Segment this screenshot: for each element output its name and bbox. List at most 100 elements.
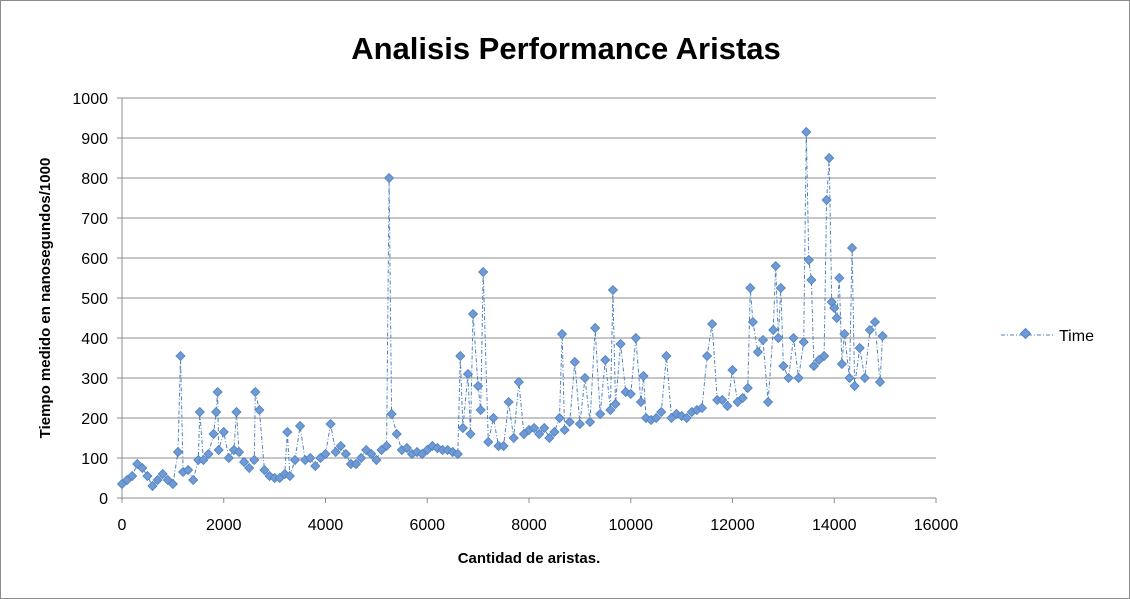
data-point xyxy=(717,394,728,406)
data-point xyxy=(539,422,550,434)
data-point xyxy=(818,350,830,362)
data-point xyxy=(554,412,565,424)
data-point xyxy=(615,338,626,350)
data-point xyxy=(478,266,489,278)
data-point xyxy=(836,358,847,370)
data-point xyxy=(656,406,667,418)
y-tick-label: 900 xyxy=(81,131,108,148)
data-point xyxy=(467,308,479,320)
data-point xyxy=(793,372,804,384)
data-point xyxy=(722,400,733,412)
data-point xyxy=(340,448,351,460)
data-point xyxy=(595,408,606,420)
data-point xyxy=(584,416,596,428)
data-point xyxy=(330,446,341,458)
data-point xyxy=(834,272,845,284)
data-point xyxy=(829,302,840,314)
data-point xyxy=(137,462,148,474)
data-point xyxy=(289,454,301,466)
data-point xyxy=(213,444,224,456)
data-point xyxy=(579,372,591,384)
data-point xyxy=(770,260,781,272)
data-point xyxy=(172,446,184,458)
data-point xyxy=(462,368,474,380)
data-point xyxy=(808,360,819,372)
y-tick-label: 100 xyxy=(81,451,108,468)
data-point xyxy=(859,372,870,384)
data-point xyxy=(610,398,621,410)
legend-label-time: Time xyxy=(1059,328,1094,345)
data-point xyxy=(371,454,382,466)
data-point xyxy=(869,316,881,328)
data-point xyxy=(630,332,641,344)
data-point xyxy=(752,346,764,358)
data-point xyxy=(305,452,316,464)
data-point xyxy=(249,454,260,466)
data-point xyxy=(569,356,580,368)
data-point xyxy=(737,392,748,404)
x-tick-label: 0 xyxy=(118,517,127,534)
y-tick-label: 800 xyxy=(81,171,108,188)
data-point xyxy=(821,194,832,206)
data-point xyxy=(803,254,814,266)
data-point xyxy=(742,382,753,394)
data-point xyxy=(498,440,509,452)
data-point xyxy=(788,332,799,344)
data-point xyxy=(231,406,242,418)
data-point xyxy=(401,442,412,454)
data-point xyxy=(475,404,486,416)
x-tick-label: 16000 xyxy=(914,517,959,534)
data-point xyxy=(233,446,245,458)
data-point xyxy=(457,422,468,434)
data-point xyxy=(282,426,293,438)
data-point xyxy=(564,416,575,428)
y-axis-title: Tiempo medido en nanosegundos/1000 xyxy=(37,158,54,439)
data-point xyxy=(590,322,601,334)
x-axis-title: Cantidad de aristas. xyxy=(458,550,601,567)
data-point xyxy=(806,274,817,286)
data-point xyxy=(183,464,194,476)
y-tick-label: 700 xyxy=(81,211,108,228)
data-point xyxy=(846,242,858,254)
series-time xyxy=(116,126,888,492)
x-tick-label: 12000 xyxy=(710,517,755,534)
y-tick-label: 200 xyxy=(81,411,108,428)
data-point xyxy=(284,470,295,482)
data-point xyxy=(696,402,708,414)
data-point xyxy=(508,432,519,444)
data-point xyxy=(874,376,886,388)
data-point xyxy=(768,324,779,336)
data-point xyxy=(877,330,888,342)
data-point xyxy=(254,404,265,416)
data-point xyxy=(854,342,865,354)
legend-marker xyxy=(1019,327,1032,340)
data-point xyxy=(775,282,786,294)
y-tick-label: 400 xyxy=(81,331,108,348)
data-point xyxy=(707,318,718,330)
x-tick-label: 10000 xyxy=(609,517,654,534)
data-point xyxy=(625,388,636,400)
data-point xyxy=(175,350,186,362)
data-point xyxy=(483,436,494,448)
data-point xyxy=(605,404,616,416)
x-tick-label: 4000 xyxy=(308,517,344,534)
data-point xyxy=(320,448,331,460)
data-point xyxy=(391,428,402,440)
data-point xyxy=(638,370,649,382)
data-point xyxy=(783,372,794,384)
data-point xyxy=(250,386,261,398)
series-line xyxy=(121,131,884,487)
data-point xyxy=(600,354,611,366)
data-point xyxy=(849,380,860,392)
data-point xyxy=(152,474,163,486)
data-point xyxy=(513,376,524,388)
data-point xyxy=(194,406,205,418)
data-point xyxy=(763,396,774,408)
data-point xyxy=(294,420,306,432)
data-point xyxy=(384,172,395,184)
y-tick-label: 600 xyxy=(81,251,108,268)
data-point xyxy=(127,470,138,482)
y-tick-label: 500 xyxy=(81,291,108,308)
data-point xyxy=(211,406,222,418)
data-point xyxy=(651,412,662,424)
